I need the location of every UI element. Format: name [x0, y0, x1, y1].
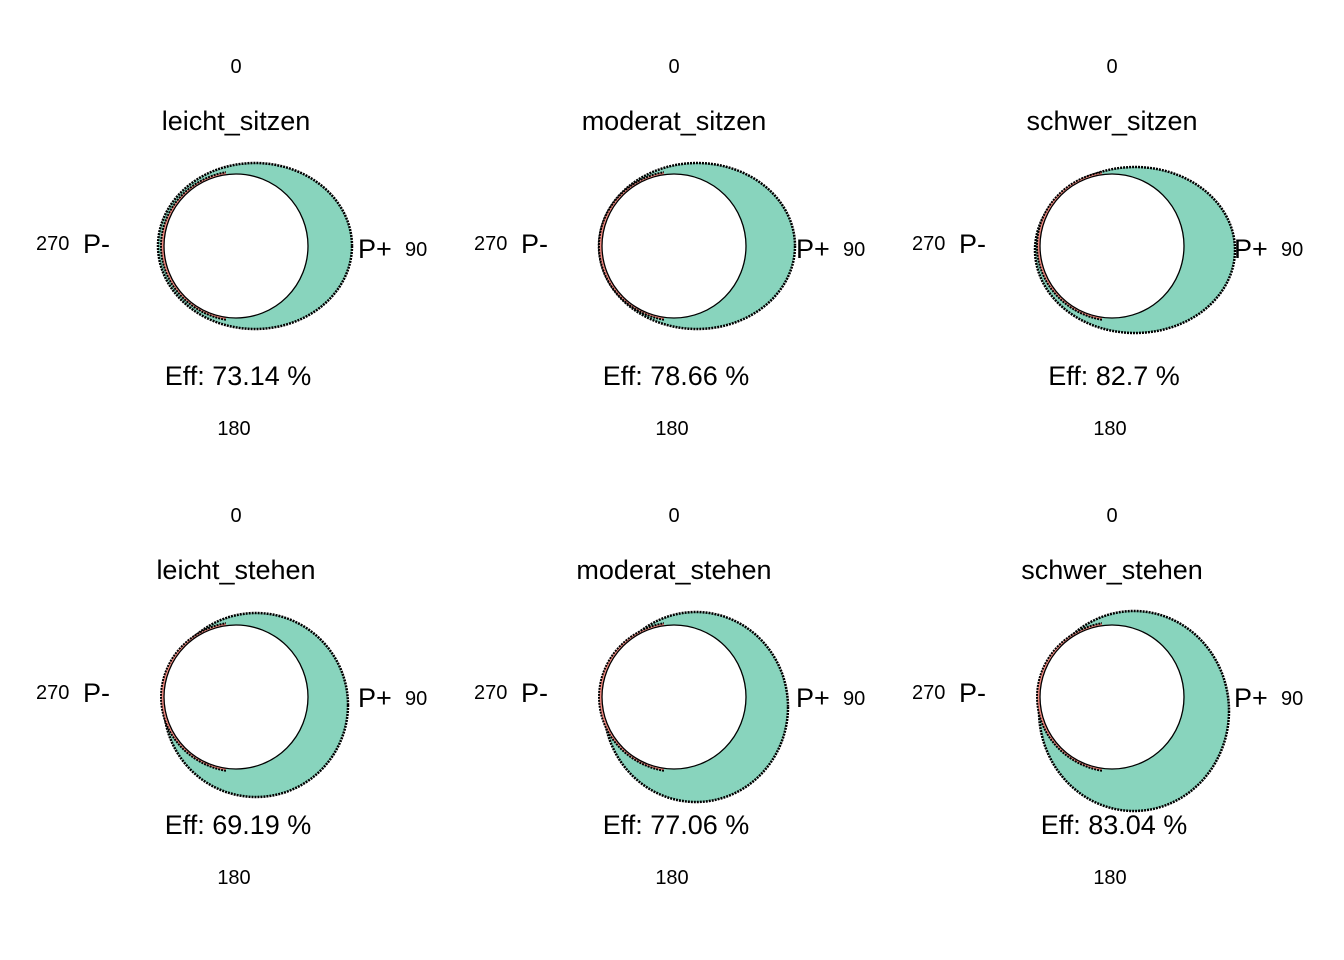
polar-plot-area — [1036, 609, 1231, 813]
efficiency-label: Eff: 73.14 % — [164, 361, 312, 391]
neg-power-label: P- — [521, 229, 548, 259]
neg-power-label: P- — [521, 678, 548, 708]
panel-title: schwer_sitzen — [1026, 106, 1198, 136]
reference-circle — [163, 624, 309, 770]
angle-label-180: 180 — [217, 418, 251, 440]
angle-label-180: 180 — [1093, 418, 1127, 440]
pos-power-label: P+ — [1234, 683, 1268, 713]
polar-panel-schwer_stehen: 0 schwer_stehen 270 P- P+ 90 Eff: 83.04 % 180 — [876, 449, 1324, 909]
angle-label-180: 180 — [217, 867, 251, 889]
angle-label-90: 90 — [843, 239, 866, 261]
efficiency-label: Eff: 78.66 % — [602, 361, 750, 391]
pos-power-label: P+ — [358, 234, 392, 264]
angle-label-180: 180 — [1093, 867, 1127, 889]
efficiency-label: Eff: 69.19 % — [164, 810, 312, 840]
pos-power-label: P+ — [796, 234, 830, 264]
angle-label-90: 90 — [1281, 688, 1304, 710]
angle-label-270: 270 — [912, 233, 946, 255]
angle-label-270: 270 — [474, 233, 508, 255]
panel-title: moderat_stehen — [576, 555, 772, 585]
pos-power-label: P+ — [796, 683, 830, 713]
angle-label-270: 270 — [36, 682, 70, 704]
polar-plot-area — [156, 161, 354, 331]
neg-power-label: P- — [83, 229, 110, 259]
reference-circle — [601, 173, 747, 319]
neg-power-label: P- — [83, 678, 110, 708]
polar-panel-schwer_sitzen: 0 schwer_sitzen 270 P- P+ 90 Eff: 82.7 % 180 — [876, 0, 1324, 460]
neg-power-label: P- — [959, 678, 986, 708]
angle-label-0: 0 — [230, 56, 242, 78]
angle-label-270: 270 — [36, 233, 70, 255]
polar-plot-area — [598, 610, 790, 804]
reference-circle — [601, 624, 747, 770]
pos-power-label: P+ — [1234, 234, 1268, 264]
polar-panel-moderat_sitzen: 0 moderat_sitzen 270 P- P+ 90 Eff: 78.66 % 180 — [438, 0, 886, 460]
polar-panel-moderat_stehen: 0 moderat_stehen 270 P- P+ 90 Eff: 77.06 % 180 — [438, 449, 886, 909]
polar-plot-area — [1033, 165, 1237, 335]
angle-label-180: 180 — [655, 418, 689, 440]
panel-title: schwer_stehen — [1021, 555, 1203, 585]
angle-label-90: 90 — [843, 688, 866, 710]
angle-label-270: 270 — [474, 682, 508, 704]
polar-panel-leicht_stehen: 0 leicht_stehen 270 P- P+ 90 Eff: 69.19 % 180 — [0, 449, 448, 909]
angle-label-180: 180 — [655, 867, 689, 889]
angle-label-0: 0 — [230, 505, 242, 527]
polar-plot-area — [160, 611, 350, 799]
angle-label-0: 0 — [668, 56, 680, 78]
efficiency-label: Eff: 83.04 % — [1040, 810, 1188, 840]
reference-circle — [163, 173, 309, 319]
angle-label-270: 270 — [912, 682, 946, 704]
polar-panel-leicht_sitzen: 0 leicht_sitzen 270 P- P+ 90 Eff: 73.14 % 180 — [0, 0, 448, 460]
panel-title: moderat_sitzen — [581, 106, 767, 136]
angle-label-0: 0 — [1106, 505, 1118, 527]
efficiency-label: Eff: 82.7 % — [1048, 361, 1180, 391]
angle-label-0: 0 — [668, 505, 680, 527]
reference-circle — [1039, 173, 1185, 319]
neg-power-label: P- — [959, 229, 986, 259]
panel-title: leicht_stehen — [156, 555, 316, 585]
pos-power-label: P+ — [358, 683, 392, 713]
polar-plot-area — [597, 161, 797, 331]
angle-label-90: 90 — [405, 239, 428, 261]
angle-label-90: 90 — [405, 688, 428, 710]
efficiency-label: Eff: 77.06 % — [602, 810, 750, 840]
angle-label-90: 90 — [1281, 239, 1304, 261]
panel-title: leicht_sitzen — [161, 106, 311, 136]
angle-label-0: 0 — [1106, 56, 1118, 78]
reference-circle — [1039, 624, 1185, 770]
